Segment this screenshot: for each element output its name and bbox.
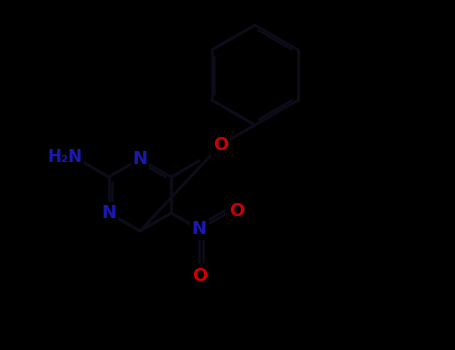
Text: N: N — [101, 204, 116, 222]
Text: N: N — [132, 150, 147, 168]
Text: H₂N: H₂N — [47, 148, 82, 166]
Text: O: O — [192, 267, 207, 285]
Text: N: N — [192, 220, 207, 238]
Text: O: O — [229, 202, 245, 220]
Text: O: O — [213, 136, 228, 154]
